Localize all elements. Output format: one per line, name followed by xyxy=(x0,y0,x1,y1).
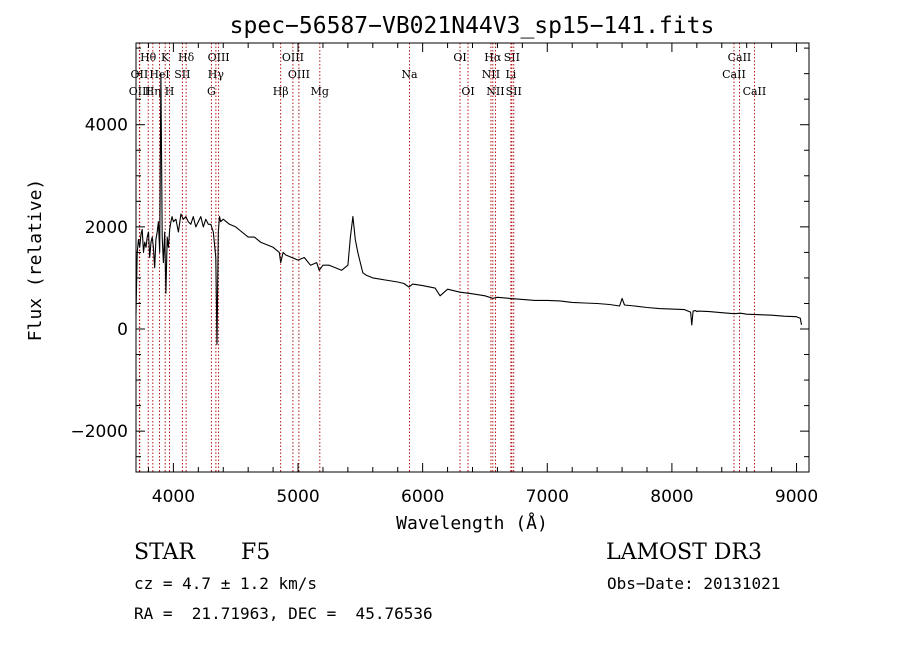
line-marker-label-6: H xyxy=(165,85,175,98)
survey-name: LAMOST DR3 xyxy=(606,540,762,565)
x-tick-label-5: 9000 xyxy=(775,487,818,507)
line-marker-label-14: OIII xyxy=(288,68,310,81)
x-axis-label: Wavelength (Å) xyxy=(396,512,548,534)
line-marker-label-18: OI xyxy=(461,85,474,98)
line-marker-label-10: Hγ xyxy=(208,68,225,81)
line-marker-label-15: Mg xyxy=(311,85,329,98)
line-marker-label-20: NII xyxy=(482,68,500,81)
line-marker-label-7: SII xyxy=(174,68,190,81)
line-marker-label-8: Hδ xyxy=(178,51,195,64)
observation-date: Obs−Date: 20131021 xyxy=(607,574,781,593)
line-marker-label-12: Hβ xyxy=(273,85,289,98)
line-marker-label-21: NII xyxy=(486,85,504,98)
spectral-subclass: F5 xyxy=(241,540,271,565)
object-class: STAR xyxy=(134,540,195,565)
line-marker-label-0: Hθ xyxy=(140,51,157,64)
emission-line-markers: HθOIIOIIIHηKHeIHSIIHδOIIIHγGHβOIIIOIIIMg… xyxy=(129,43,767,472)
line-marker-label-9: OIII xyxy=(208,51,230,64)
x-tick-label-2: 6000 xyxy=(401,487,444,507)
plot-frame xyxy=(135,42,810,473)
line-marker-label-13: OIII xyxy=(282,51,304,64)
line-marker-label-22: SII xyxy=(504,51,520,64)
line-marker-label-17: OI xyxy=(453,51,466,64)
y-tick-label-0: −2000 xyxy=(70,422,128,442)
line-marker-label-25: CaII xyxy=(728,51,752,64)
line-marker-label-26: CaII xyxy=(722,68,746,81)
line-marker-label-3: Hη xyxy=(145,85,161,98)
axis-tick-labels: 4000 5000 6000 7000 8000 9000 −2000 0 2000 4000 xyxy=(70,116,818,507)
line-marker-label-11: G xyxy=(207,85,216,98)
line-marker-label-19: Hα xyxy=(484,51,502,64)
y-tick-label-1: 0 xyxy=(117,320,128,340)
line-marker-label-2: OIII xyxy=(129,85,151,98)
line-marker-label-5: HeI xyxy=(149,68,169,81)
chart-title: spec−56587−VB021N44V3_sp15−141.fits xyxy=(230,13,715,39)
y-tick-label-2: 2000 xyxy=(85,218,128,238)
line-marker-label-24: SII xyxy=(506,85,522,98)
y-axis-label: Flux (relative) xyxy=(25,179,46,342)
x-tick-label-1: 5000 xyxy=(276,487,319,507)
line-marker-label-27: CaII xyxy=(743,85,767,98)
redshift-value: cz = 4.7 ± 1.2 km/s xyxy=(134,574,318,593)
line-marker-label-23: Li xyxy=(505,68,516,81)
y-tick-label-3: 4000 xyxy=(85,116,128,136)
spectrum-line xyxy=(135,73,803,345)
line-marker-label-4: K xyxy=(161,51,170,64)
x-tick-label-3: 7000 xyxy=(526,487,569,507)
line-marker-label-16: Na xyxy=(401,68,418,81)
axis-ticks xyxy=(136,43,809,472)
coordinates: RA = 21.71963, DEC = 45.76536 xyxy=(134,604,433,623)
x-tick-label-0: 4000 xyxy=(152,487,195,507)
x-tick-label-4: 8000 xyxy=(650,487,693,507)
